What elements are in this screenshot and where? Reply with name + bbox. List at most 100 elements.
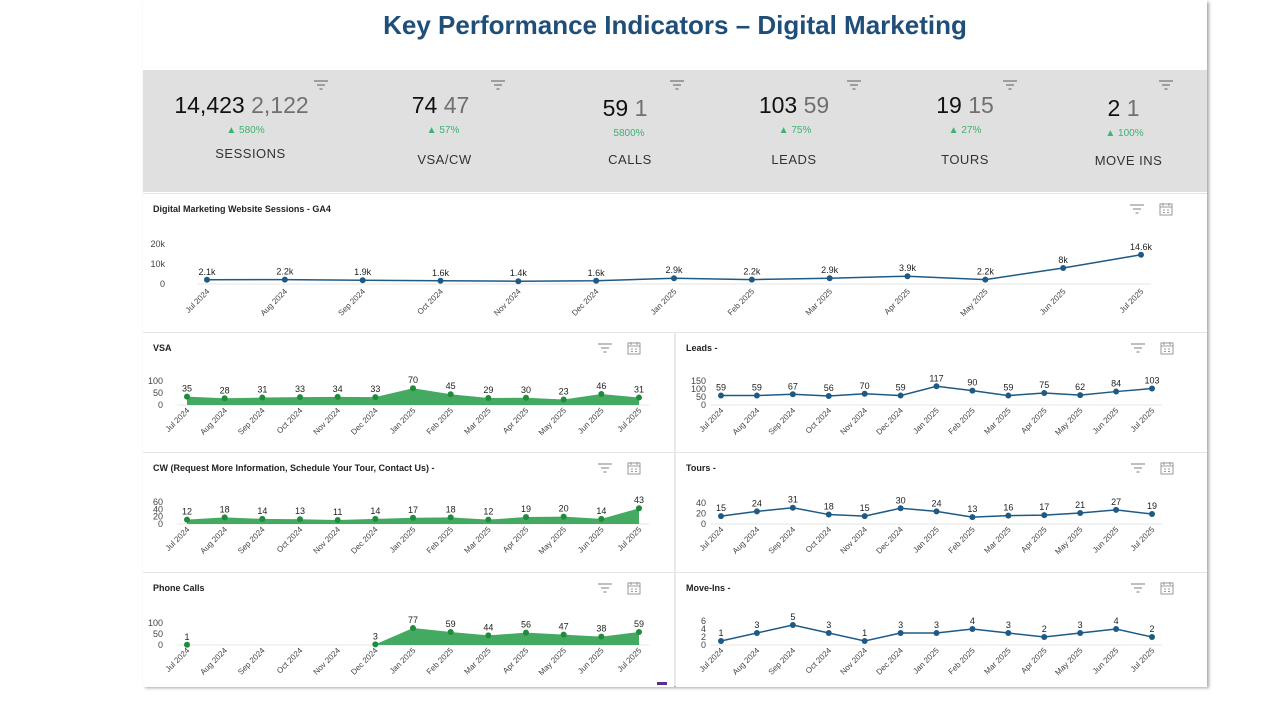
data-point [825,393,832,400]
data-label: 30 [896,495,906,505]
page-title: Key Performance Indicators – Digital Mar… [383,10,967,40]
kpi-current-value: 59 [602,95,629,121]
filter-icon[interactable] [313,79,329,91]
x-tick-label: Sep 2024 [236,406,267,437]
x-tick-label: Oct 2024 [804,525,834,555]
data-label: 2.2k [276,267,294,277]
kpi-change-badge: ▲ 27% [948,125,982,136]
kpi-current-value: 19 [936,92,962,118]
data-point [904,273,911,280]
data-label: 30 [521,385,531,395]
data-label: 18 [824,502,834,512]
y-tick-label: 4 [701,624,706,634]
x-tick-label: Dec 2024 [874,525,905,556]
x-tick-label: Jul 2024 [184,287,212,315]
filter-icon[interactable] [490,79,506,91]
data-point [281,276,288,283]
data-point [598,515,605,522]
filter-icon[interactable] [846,79,862,91]
calendar-icon[interactable] [1159,202,1173,216]
data-label: 90 [967,378,977,388]
x-tick-label: May 2025 [537,525,569,557]
calendar-icon[interactable] [1160,581,1174,595]
kpi-label: LEADS [771,152,817,167]
data-point [933,630,940,636]
x-tick-label: Aug 2024 [259,287,290,318]
chart-title: VSA [153,343,172,353]
data-label: 70 [860,381,870,391]
data-point [221,395,228,402]
data-label: 13 [295,506,305,516]
y-tick-label: 50 [153,388,163,398]
data-label: 2 [1042,624,1047,634]
data-point [748,276,755,283]
x-tick-label: Jan 2025 [911,406,941,436]
data-point [334,393,341,400]
data-label: 18 [446,504,456,514]
x-tick-label: Apr 2025 [1019,406,1049,436]
filter-icon[interactable] [597,582,613,594]
data-label: 117 [929,373,943,383]
data-label: 84 [1111,379,1121,389]
data-label: 1.6k [432,268,450,278]
filter-icon[interactable] [669,79,685,91]
data-label: 12 [182,507,192,517]
calendar-icon[interactable] [627,461,641,475]
data-point [861,513,868,520]
data-point [1060,265,1067,271]
data-point [485,632,492,639]
x-tick-label: Dec 2024 [349,646,380,677]
data-label: 1 [184,632,189,642]
x-tick-label: Aug 2024 [198,525,229,556]
y-tick-label: 100 [691,384,706,394]
y-tick-label: 6 [701,616,706,626]
x-tick-label: Oct 2024 [275,646,305,676]
data-point [718,638,724,644]
x-tick-label: Jun 2025 [1091,525,1121,555]
kpi-label: MOVE INS [1094,153,1163,168]
data-label: 75 [1039,380,1049,390]
x-tick-label: Apr 2025 [501,525,531,555]
x-tick-label: Nov 2024 [311,646,342,677]
data-label: 59 [896,383,906,393]
data-label: 17 [1039,502,1049,512]
calendar-icon[interactable] [627,341,641,355]
x-tick-label: Jul 2025 [1118,287,1146,315]
filter-icon[interactable] [1130,462,1146,474]
data-point [372,515,379,522]
data-label: 4 [970,616,975,626]
data-label: 70 [408,375,418,385]
data-point [933,383,940,390]
chart-title: CW (Request More Information, Schedule Y… [153,463,435,473]
filter-icon[interactable] [1002,79,1018,91]
data-point [753,508,760,515]
calendar-icon[interactable] [1160,341,1174,355]
x-tick-label: Apr 2025 [883,287,913,317]
filter-icon[interactable] [1158,79,1174,91]
x-tick-label: Jul 2025 [1129,406,1157,434]
x-tick-label: Apr 2025 [1019,646,1049,676]
data-label: 46 [596,381,606,391]
data-point [523,394,529,401]
chart-title: Move-Ins - [686,583,731,593]
chart-panel-phone-calls: Phone Calls 0 50 100 1 3 77 59 44 56 47 38 59 Jul 20… [143,572,674,687]
data-point [184,516,190,523]
calendar-icon[interactable] [627,581,641,595]
x-tick-label: Jul 2024 [164,406,192,434]
filter-icon[interactable] [597,462,613,474]
filter-icon[interactable] [1130,342,1146,354]
y-tick-label: 10k [150,259,165,269]
y-tick-label: 0 [158,400,163,410]
data-point [1041,512,1048,519]
data-label: 2.1k [198,267,216,277]
x-tick-label: Apr 2025 [501,406,531,436]
filter-icon[interactable] [1129,203,1145,215]
calendar-icon[interactable] [1160,461,1174,475]
filter-icon[interactable] [1130,582,1146,594]
data-point [297,516,303,523]
x-tick-label: Jul 2025 [616,646,644,674]
filter-icon[interactable] [597,342,613,354]
x-tick-label: May 2025 [1053,525,1085,557]
x-tick-label: Jun 2025 [1091,646,1121,676]
